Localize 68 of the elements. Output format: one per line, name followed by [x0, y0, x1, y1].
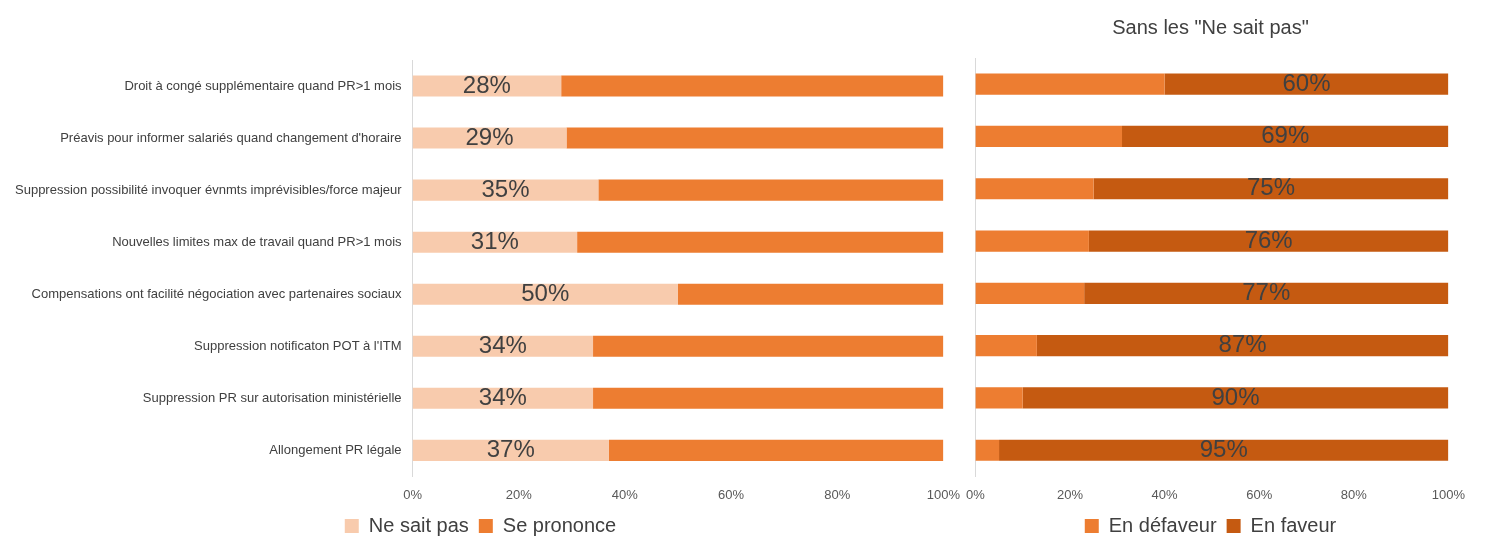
bar: [1093, 178, 1449, 200]
data-label: 60%: [1282, 68, 1331, 96]
x-tick-label: 80%: [824, 486, 851, 502]
legend-label: Ne sait pas: [368, 513, 469, 536]
bar: [975, 178, 1094, 200]
x-tick-label: 20%: [1056, 486, 1084, 502]
y-tick-label: Préavis pour informer salariés quand changement d'horaire: [60, 129, 402, 145]
bar: [975, 335, 1037, 357]
bar: [1036, 335, 1449, 357]
x-tick-label: 100%: [1431, 486, 1466, 502]
data-label: 90%: [1211, 382, 1260, 410]
bar: [1084, 282, 1449, 304]
data-label: 28%: [462, 70, 511, 98]
x-tick-label: 60%: [1246, 486, 1273, 502]
bar: [1122, 125, 1449, 148]
bar: [598, 179, 944, 201]
data-label: 76%: [1244, 225, 1293, 253]
x-tick-label: 0%: [403, 486, 423, 502]
bar: [975, 439, 1000, 461]
y-tick-label: Compensations ont facilité négociation avec partenaires sociaux: [31, 285, 403, 301]
bar: [412, 283, 678, 305]
x-tick-label: 60%: [718, 486, 745, 502]
data-label: 87%: [1218, 330, 1267, 358]
bar: [677, 283, 944, 305]
bar: [561, 75, 944, 97]
data-label: 75%: [1246, 173, 1296, 201]
bar: [593, 387, 944, 409]
bar: [1088, 230, 1449, 252]
y-tick-label: Nouvelles limites max de travail quand PR>1 mois: [112, 233, 403, 249]
data-label: 50%: [521, 278, 570, 306]
bar: [999, 439, 1449, 461]
bar: [975, 387, 1023, 409]
chart-title: Sans les "Ne sait pas": [1112, 15, 1309, 38]
x-tick-label: 80%: [1340, 486, 1368, 502]
bar: [566, 127, 944, 149]
data-label: 34%: [478, 382, 527, 410]
bar: [975, 282, 1085, 304]
data-label: 95%: [1199, 434, 1248, 462]
y-tick-label: Droit à congé supplémentaire quand PR>1 mois: [124, 77, 403, 93]
bar: [975, 125, 1123, 148]
bar: [975, 230, 1089, 252]
x-tick-label: 0%: [966, 486, 986, 502]
legend-label: En faveur: [1250, 513, 1337, 536]
data-label: 69%: [1261, 121, 1310, 149]
bar: [593, 335, 944, 357]
legend-label: En défaveur: [1108, 513, 1217, 536]
y-tick-label: Suppression notificaton POT à l'ITM: [194, 337, 402, 353]
data-label: 37%: [486, 435, 535, 462]
bar: [975, 73, 1165, 95]
bar: [412, 75, 562, 97]
bar: [577, 231, 944, 253]
x-tick-label: 20%: [505, 486, 533, 502]
y-tick-label: Suppression possibilité invoquer évnmts imprévisibles/force majeur: [15, 181, 403, 197]
legend-label: Se prononce: [502, 513, 617, 536]
data-label: 29%: [465, 122, 514, 150]
bar: [608, 439, 944, 461]
x-tick-label: 40%: [611, 486, 639, 502]
bar: [412, 439, 609, 461]
y-tick-label: Suppression PR sur autorisation ministérielle: [142, 389, 402, 405]
data-label: 77%: [1242, 277, 1291, 305]
bar: [1164, 73, 1449, 95]
data-label: 34%: [478, 330, 527, 358]
x-tick-label: 40%: [1151, 486, 1179, 502]
y-tick-label: Allongement PR légale: [269, 441, 402, 457]
data-label: 35%: [481, 174, 530, 202]
bar: [1022, 387, 1449, 409]
x-tick-label: 100%: [926, 486, 961, 502]
data-label: 31%: [470, 226, 519, 254]
